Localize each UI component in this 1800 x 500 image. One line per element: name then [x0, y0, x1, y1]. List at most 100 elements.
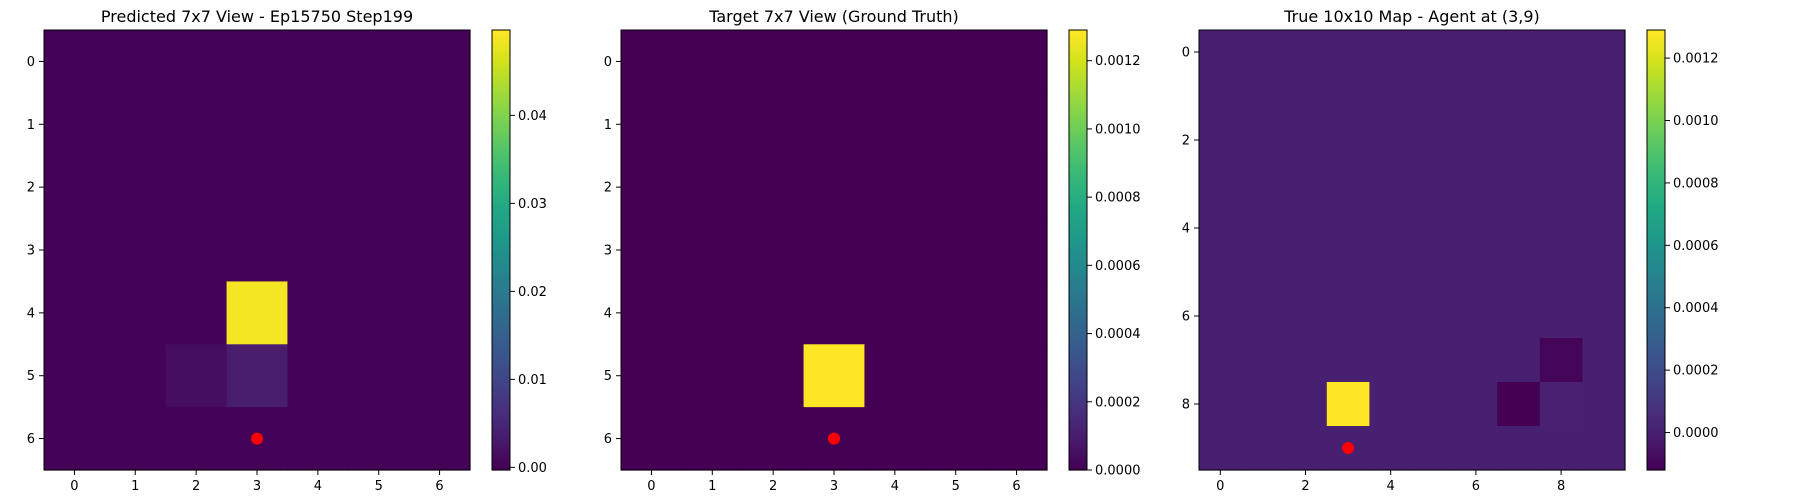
- colorbar-segment: [492, 275, 510, 280]
- colorbar-tick-label: 0.02: [518, 285, 547, 300]
- heatmap-cell: [1582, 206, 1626, 251]
- heatmap-cell: [287, 92, 349, 157]
- colorbar-segment: [1647, 184, 1665, 189]
- heatmap-cell: [864, 344, 926, 408]
- y-tick-label: 5: [604, 369, 612, 384]
- heatmap-cell: [1326, 162, 1370, 207]
- colorbar-segment: [492, 44, 510, 49]
- colorbar-segment: [1647, 176, 1665, 181]
- heatmap-cell: [1284, 206, 1328, 251]
- heatmap-cell: [1326, 118, 1370, 163]
- heatmap-cell: [165, 344, 228, 408]
- x-tick-label: 5: [375, 479, 383, 494]
- colorbar-segment: [1069, 290, 1087, 295]
- heatmap-cell: [226, 30, 289, 94]
- y-tick-label: 0: [27, 55, 35, 70]
- heatmap-cell: [742, 407, 805, 471]
- colorbar-segment: [1647, 41, 1665, 46]
- colorbar-tick-label: 0.0008: [1673, 176, 1719, 191]
- heatmap-cell: [44, 281, 106, 345]
- colorbar-segment: [1647, 462, 1665, 467]
- colorbar-segment: [1069, 440, 1087, 445]
- colorbar-segment: [492, 206, 510, 211]
- colorbar-segment: [1647, 158, 1665, 163]
- colorbar-segment: [492, 151, 510, 156]
- colorbar-segment: [1647, 125, 1665, 130]
- colorbar-segment: [1069, 246, 1087, 251]
- colorbar-segment: [1647, 455, 1665, 460]
- colorbar-segment: [1647, 202, 1665, 207]
- heatmap-cell: [348, 155, 410, 220]
- colorbar-segment: [1647, 352, 1665, 357]
- heatmap-cell: [621, 92, 683, 157]
- colorbar-segment: [1069, 48, 1087, 53]
- colorbar-segment: [1069, 88, 1087, 93]
- colorbar-segment: [1647, 169, 1665, 174]
- colorbar-segment: [492, 33, 510, 38]
- heatmap-cell: [1199, 118, 1243, 163]
- heatmap-cell: [1539, 250, 1583, 295]
- colorbar-segment: [1647, 345, 1665, 350]
- colorbar-segment: [1647, 257, 1665, 262]
- colorbar-segment: [1647, 301, 1665, 306]
- colorbar-segment: [1647, 312, 1665, 317]
- heatmap-cell: [1284, 250, 1328, 295]
- colorbar-segment: [1069, 33, 1087, 38]
- colorbar-segment: [1069, 367, 1087, 372]
- colorbar-segment: [1647, 393, 1665, 398]
- colorbar-segment: [1647, 239, 1665, 244]
- colorbar-segment: [1647, 330, 1665, 335]
- colorbar-segment: [492, 319, 510, 324]
- heatmap-cell: [1326, 294, 1370, 339]
- heatmap-cell: [1369, 338, 1413, 383]
- heatmap-cell: [1241, 338, 1285, 383]
- colorbar-segment: [1069, 37, 1087, 42]
- heatmap-cell: [104, 281, 167, 345]
- heatmap-cell: [287, 344, 349, 408]
- colorbar-segment: [492, 283, 510, 288]
- colorbar-segment: [1069, 437, 1087, 442]
- colorbar-segment: [492, 202, 510, 207]
- colorbar-segment: [492, 250, 510, 255]
- colorbar-segment: [1647, 140, 1665, 145]
- x-tick-label: 5: [952, 479, 960, 494]
- heatmap-cell: [44, 407, 106, 471]
- colorbar-segment: [1647, 327, 1665, 332]
- heatmap-cell: [1369, 206, 1413, 251]
- heatmap-cell: [409, 155, 471, 220]
- colorbar-segment: [492, 418, 510, 423]
- colorbar-segment: [1069, 433, 1087, 438]
- x-tick-label: 0: [1216, 479, 1224, 494]
- heatmap-cell: [681, 281, 744, 345]
- colorbar-segment: [1647, 92, 1665, 97]
- colorbar-segment: [1647, 374, 1665, 379]
- colorbar-segment: [1647, 59, 1665, 64]
- colorbar-segment: [492, 382, 510, 387]
- heatmap-cell: [1539, 206, 1583, 251]
- heatmap-cell: [925, 281, 987, 345]
- heatmap-cell: [104, 407, 167, 471]
- heatmap-cell: [1454, 426, 1498, 471]
- colorbar-segment: [1647, 272, 1665, 277]
- y-tick-label: 4: [27, 306, 35, 321]
- heatmap-cell: [1199, 30, 1243, 75]
- y-tick-label: 2: [1182, 134, 1190, 149]
- colorbar-segment: [492, 48, 510, 53]
- colorbar-segment: [1647, 70, 1665, 75]
- colorbar-segment: [1647, 198, 1665, 203]
- colorbar-segment: [1069, 268, 1087, 273]
- heatmap-cell: [1412, 162, 1456, 207]
- colorbar-segment: [1069, 173, 1087, 178]
- heatmap-cell: [104, 30, 167, 94]
- x-tick-label: 3: [253, 479, 261, 494]
- y-tick-label: 8: [1182, 398, 1190, 413]
- heatmap-cell: [1454, 338, 1498, 383]
- colorbar-segment: [1069, 415, 1087, 420]
- heatmap-cell: [1412, 338, 1456, 383]
- heatmap-cell: [1497, 74, 1541, 119]
- colorbar-segment: [492, 154, 510, 159]
- y-tick-label: 0: [1182, 46, 1190, 61]
- colorbar-segment: [1647, 459, 1665, 464]
- colorbar-segment: [1647, 400, 1665, 405]
- colorbar-tick-label: 0.0002: [1095, 395, 1141, 410]
